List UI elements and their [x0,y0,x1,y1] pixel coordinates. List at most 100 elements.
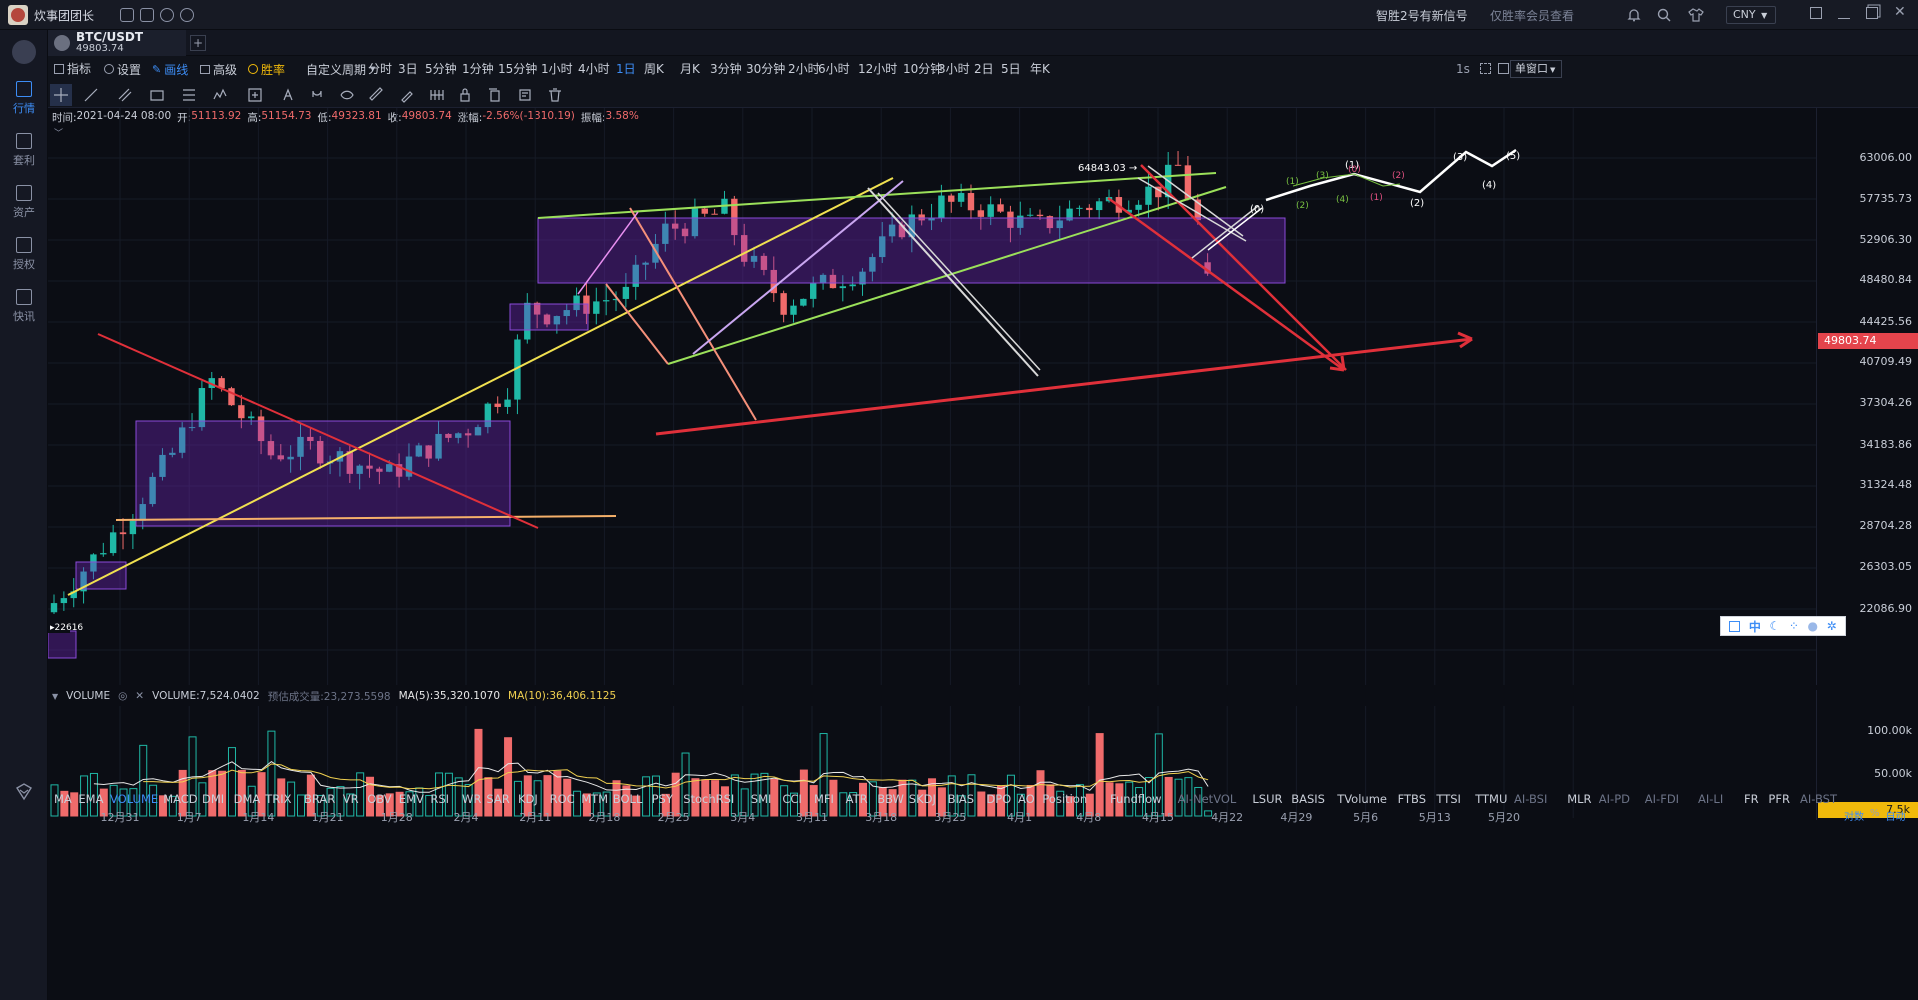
fullscreen-icon[interactable] [1498,63,1509,74]
member-text[interactable]: 仅胜率会员查看 [1490,9,1575,23]
winrate-button[interactable]: 胜率 [248,56,285,82]
indicator-basis[interactable]: BASIS [1291,792,1325,806]
volume-chart[interactable] [48,690,1918,820]
period-14[interactable]: 12小时 [858,62,898,76]
indicator-mfi[interactable]: MFI [814,792,834,806]
indicator-ai-bst[interactable]: AI-BST [1800,792,1838,806]
period-7[interactable]: 1日 [616,62,636,76]
period-18[interactable]: 5日 [1001,62,1021,76]
period-4[interactable]: 15分钟 [498,62,538,76]
indicator-rsi[interactable]: RSI [430,792,450,806]
period-10[interactable]: 3分钟 [710,62,742,76]
indicator-fundflow[interactable]: Fundflow [1110,792,1162,806]
indicator-ma[interactable]: MA [54,792,72,806]
indicator-vr[interactable]: VR [342,792,359,806]
minimize-icon[interactable] [1838,7,1850,19]
period-19[interactable]: 年K [1030,62,1050,76]
edit-list-icon[interactable] [514,84,536,106]
candlestick-chart[interactable]: (1)(2)(3)(4)(5)(0)(1)(2)(3)(4) (1)(2)(0)6… [48,108,1918,685]
period-13[interactable]: 6小时 [818,62,850,76]
lock-icon[interactable] [454,84,476,106]
nav-item-3[interactable]: 授权 [0,226,48,282]
wave-tool-icon[interactable] [210,84,232,106]
indicator-bias[interactable]: BIAS [947,792,975,806]
custom-period-select[interactable]: 自定义周期 ▼ [306,62,376,77]
compass-icon[interactable] [160,8,174,22]
fib-tool-icon[interactable] [178,84,200,106]
indicator-pfr[interactable]: PFR [1768,792,1790,806]
badge-icon[interactable] [140,8,154,22]
lang-toggle[interactable]: 中 [1748,619,1761,634]
indicator-ai-fdi[interactable]: AI-FDI [1644,792,1680,806]
indicator-dpo[interactable]: DPO [986,792,1012,806]
period-8[interactable]: 周K [644,62,664,76]
feedback-icon[interactable] [14,782,34,802]
refresh-interval[interactable]: 1s [1456,62,1470,76]
log-toggle[interactable]: 对数 [1844,812,1864,823]
brand-logo[interactable] [12,40,36,64]
dots-icon[interactable]: ⁘ [1788,619,1799,633]
expand-icon[interactable] [1480,63,1491,74]
indicator-ema[interactable]: EMA [78,792,104,806]
indicator-tvolume[interactable]: TVolume [1337,792,1387,806]
indicator-fr[interactable]: FR [1744,792,1759,806]
currency-select[interactable]: CNY ▼ [1726,6,1776,24]
indicator-atr[interactable]: ATR [845,792,868,806]
edit-icon[interactable] [1729,620,1741,632]
popout-icon[interactable] [1810,7,1822,19]
indicator-brar[interactable]: BRAR [304,792,336,806]
crosshair-icon[interactable] [50,84,72,106]
user-icon[interactable]: ● [1807,619,1818,633]
hide-icon[interactable] [336,84,358,106]
indicator-skdj[interactable]: SKDJ [908,792,936,806]
period-3[interactable]: 1分钟 [462,62,494,76]
indicator-mlr[interactable]: MLR [1567,792,1592,806]
magnet-icon[interactable] [306,84,328,106]
period-11[interactable]: 30分钟 [746,62,786,76]
indicator-kdj[interactable]: KDJ [518,792,538,806]
moon-icon[interactable]: ☾ [1769,619,1781,633]
shirt-icon[interactable] [1688,8,1704,22]
shield-icon[interactable] [120,8,134,22]
indicator-roc[interactable]: ROC [549,792,575,806]
add-tab-button[interactable]: + [190,35,206,51]
period-16[interactable]: 3小时 [938,62,970,76]
text-tool-icon[interactable] [278,84,300,106]
indicator-stochrsi[interactable]: StochRSI [683,792,735,806]
indicator-psy[interactable]: PSY [651,792,673,806]
indicator-ai-li[interactable]: AI-LI [1698,792,1724,806]
indicator-obv[interactable]: OBV [367,792,392,806]
nav-item-2[interactable]: 资产 [0,174,48,230]
advanced-button[interactable]: 高级 [200,56,237,82]
period-15[interactable]: 10分钟 [903,62,943,76]
gear-icon[interactable]: ✲ [1826,619,1837,633]
indicator-ai-bsi[interactable]: AI-BSI [1514,792,1548,806]
close-icon[interactable]: ✕ [1894,4,1906,20]
nav-item-0[interactable]: 行情 [0,70,48,126]
search-icon[interactable] [1657,8,1671,22]
line-tool-icon[interactable] [80,84,102,106]
settings-button[interactable]: 设置 [104,56,141,82]
period-12[interactable]: 2小时 [788,62,820,76]
indicator-mtm[interactable]: MTM [581,792,609,806]
remove-icon[interactable]: ✕ [135,690,145,702]
app-avatar[interactable] [8,5,28,25]
brush-icon[interactable] [396,84,418,106]
collapse-chevron-icon[interactable]: ﹀ [54,129,64,139]
indicator-dma[interactable]: DMA [233,792,261,806]
indicator-ftbs[interactable]: FTBS [1397,792,1427,806]
indicator-ao[interactable]: AO [1018,792,1035,806]
rect-tool-icon[interactable] [146,84,168,106]
indicator-trix[interactable]: TRIX [265,792,292,806]
indicator-sar[interactable]: SAR [486,792,510,806]
period-1[interactable]: 3日 [398,62,418,76]
percent-toggle[interactable]: % [1870,808,1880,819]
indicator-ai-pd[interactable]: AI-PD [1598,792,1630,806]
nav-item-1[interactable]: 套利 [0,122,48,178]
price-axis[interactable]: 63006.00 57735.73 52906.30 48480.84 44425.56… [1816,108,1918,685]
trash-icon[interactable] [544,84,566,106]
indicator-emv[interactable]: EMV [398,792,424,806]
measure-tool-icon[interactable] [244,84,266,106]
indicator-wr[interactable]: WR [462,792,482,806]
pattern-icon[interactable] [426,84,448,106]
